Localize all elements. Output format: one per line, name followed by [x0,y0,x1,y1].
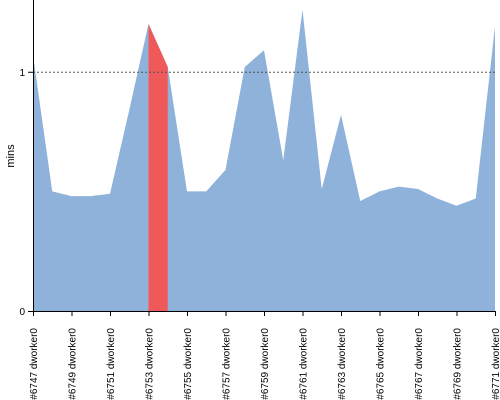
x-tick-label: #6759 dworker0 [260,328,271,400]
x-tick-label: #6763 dworker0 [337,328,348,400]
x-tick-label: #6769 dworker0 [453,328,464,400]
y-tick-label: 0 [19,307,25,318]
plot-area [33,9,495,311]
y-tick-label: 1 [19,68,25,79]
x-tick-label: #6761 dworker0 [299,328,310,400]
x-tick-label: #6765 dworker0 [376,328,387,400]
x-tick-label: #6751 dworker0 [106,328,117,400]
x-ticks: #6747 dworker0 #6749 dworker0 #6751 dworke… [29,311,500,400]
y-axis-label: mins [5,144,17,168]
x-tick-label: #6771 dworker0 [491,328,500,400]
x-tick-label: #6757 dworker0 [222,328,233,400]
y-ticks: 01 [19,68,33,318]
x-tick-label: #6767 dworker0 [414,328,425,400]
x-tick-label: #6753 dworker0 [145,328,156,400]
x-tick-label: #6755 dworker0 [183,328,194,400]
highlight-area [148,23,168,311]
x-tick-label: #6747 dworker0 [29,328,40,400]
x-tick-label: #6749 dworker0 [68,328,79,400]
series-area [33,9,495,311]
